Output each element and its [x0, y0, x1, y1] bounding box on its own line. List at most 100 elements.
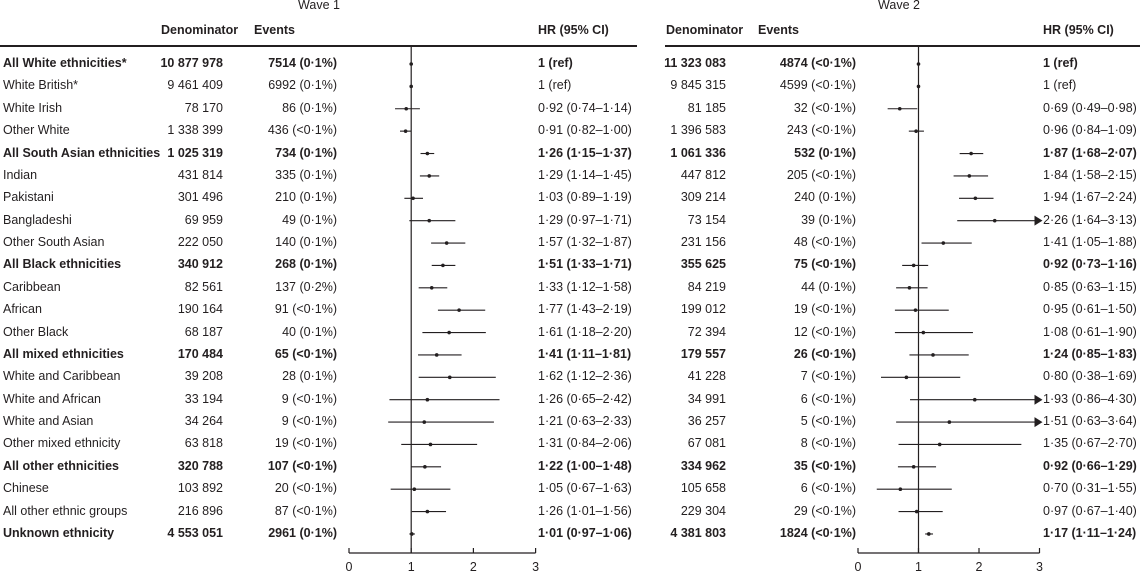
- events-value: 532 (0·1%): [794, 145, 856, 160]
- events-value: 1824 (<0·1%): [779, 525, 856, 540]
- hr-point: [425, 509, 430, 514]
- denominator-value: 170 484: [177, 346, 223, 361]
- row-label: Other Black: [3, 324, 69, 339]
- hr-point: [441, 263, 445, 268]
- row-label: All other ethnicities: [3, 458, 119, 473]
- denominator-value: 11 323 083: [664, 56, 726, 70]
- denominator-value: 355 625: [680, 257, 726, 272]
- header-hr: HR (95% CI): [1043, 23, 1114, 37]
- denominator-value: 431 814: [177, 167, 223, 182]
- events-value: 75 (<0·1%): [793, 257, 856, 272]
- hr-point: [404, 106, 409, 111]
- events-value: 210 (0·1%): [275, 190, 337, 205]
- row-label: Other mixed ethnicity: [3, 436, 121, 451]
- row-label: All South Asian ethnicities: [3, 145, 161, 160]
- ci-arrow-truncated: [1034, 394, 1043, 405]
- ci-arrow-truncated: [1034, 215, 1043, 226]
- hr-ci-value: 1·35 (0·67–2·70): [1043, 436, 1137, 451]
- denominator-value: 447 812: [680, 167, 726, 182]
- hr-ci-value: 1·26 (1·15–1·37): [538, 145, 632, 160]
- denominator-value: 179 557: [680, 346, 726, 361]
- denominator-value: 63 818: [184, 436, 223, 451]
- denominator-value: 9 845 315: [670, 78, 726, 93]
- hr-point: [427, 174, 432, 178]
- denominator-value: 10 877 978: [160, 56, 223, 70]
- events-value: 20 (<0·1%): [274, 481, 337, 496]
- events-value: 29 (<0·1%): [793, 503, 856, 518]
- denominator-value: 78 170: [184, 100, 223, 115]
- x-tick-label: 2: [469, 560, 477, 574]
- hr-ci-value: 0·95 (0·61–1·50): [1043, 302, 1137, 317]
- hr-point: [447, 330, 451, 335]
- hr-point: [444, 241, 449, 245]
- hr-point: [904, 375, 909, 380]
- row-label: All White ethnicities*: [3, 56, 127, 70]
- denominator-value: 68 187: [184, 324, 223, 339]
- hr-point: [992, 218, 997, 223]
- denominator-value: 1 061 336: [670, 145, 726, 160]
- hr-point: [907, 286, 912, 290]
- row-label: White and Asian: [3, 414, 94, 429]
- denominator-value: 73 154: [687, 212, 726, 227]
- denominator-value: 190 164: [177, 302, 223, 317]
- x-tick-label: 2: [975, 560, 983, 574]
- hr-point: [409, 62, 414, 66]
- denominator-value: 229 304: [680, 503, 726, 518]
- hr-point: [941, 241, 946, 245]
- hr-point: [973, 196, 978, 201]
- hr-ci-value: 1·22 (1·00–1·48): [538, 458, 632, 473]
- events-value: 7 (<0·1%): [800, 369, 856, 384]
- x-tick-label: 1: [915, 560, 922, 574]
- hr-ci-value: 1·01 (0·97–1·06): [538, 525, 632, 540]
- ci-arrow-truncated: [1034, 417, 1043, 428]
- hr-ci-value: 1·87 (1·68–2·07): [1043, 145, 1137, 160]
- hr-point: [911, 465, 916, 469]
- hr-ci-value: 0·92 (0·74–1·14): [538, 100, 632, 115]
- hr-ci-value: 1·21 (0·63–2·33): [538, 414, 632, 429]
- events-value: 335 (0·1%): [275, 167, 337, 182]
- events-value: 86 (0·1%): [282, 100, 337, 115]
- hr-ci-value: 1·29 (1·14–1·45): [538, 167, 632, 182]
- events-value: 28 (0·1%): [282, 369, 337, 384]
- hr-ci-value: 1·26 (0·65–2·42): [538, 391, 632, 406]
- denominator-value: 103 892: [177, 481, 223, 496]
- hr-point: [434, 353, 439, 357]
- row-label: All other ethnic groups: [3, 503, 128, 518]
- denominator-value: 72 394: [687, 324, 726, 339]
- x-tick-label: 3: [532, 560, 540, 574]
- x-tick-label: 0: [345, 560, 353, 574]
- events-value: 9 (<0·1%): [281, 391, 337, 406]
- denominator-value: 309 214: [680, 190, 726, 205]
- row-label: Bangladeshi: [3, 212, 72, 227]
- hr-ci-value: 1 (ref): [538, 56, 573, 70]
- hr-point: [921, 330, 926, 335]
- denominator-value: 320 788: [177, 458, 223, 473]
- header-events: Events: [254, 23, 295, 37]
- header-denominator: Denominator: [161, 23, 239, 37]
- hr-ci-value: 1·84 (1·58–2·15): [1043, 167, 1137, 182]
- hr-ci-value: 1·51 (1·33–1·71): [538, 257, 632, 272]
- events-value: 9 (<0·1%): [281, 414, 337, 429]
- hr-point: [409, 84, 414, 89]
- hr-point: [947, 420, 952, 424]
- hr-ci-value: 0·96 (0·84–1·09): [1043, 123, 1137, 138]
- hr-point: [410, 532, 414, 536]
- events-value: 6 (<0·1%): [800, 481, 856, 496]
- events-value: 205 (<0·1%): [786, 167, 856, 182]
- row-label: Unknown ethnicity: [3, 525, 115, 540]
- hr-ci-value: 1·08 (0·61–1·90): [1043, 324, 1137, 339]
- events-value: 49 (0·1%): [282, 212, 337, 227]
- row-label: Other White: [3, 123, 70, 138]
- row-label: Other South Asian: [3, 235, 105, 250]
- header-divider: [665, 45, 1140, 47]
- x-tick-label: 1: [407, 560, 415, 574]
- denominator-value: 105 658: [680, 481, 726, 496]
- denominator-value: 231 156: [680, 235, 726, 250]
- events-value: 19 (<0·1%): [793, 302, 856, 317]
- hr-point: [422, 420, 427, 424]
- hr-point: [914, 129, 918, 133]
- events-value: 40 (0·1%): [282, 324, 337, 339]
- denominator-value: 1 025 319: [167, 145, 223, 160]
- hr-point: [969, 151, 973, 156]
- header-divider: [0, 45, 637, 47]
